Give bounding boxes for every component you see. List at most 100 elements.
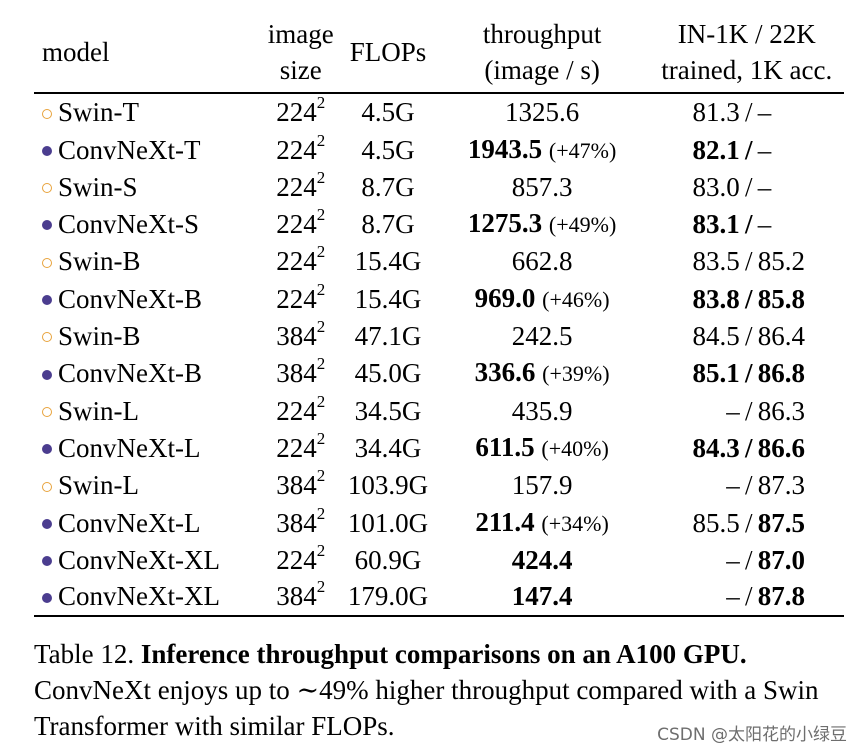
cell-accuracy: –/86.3 (650, 392, 844, 429)
cell-flops: 103.9G (347, 470, 429, 501)
header-flops: FLOPs (349, 37, 427, 67)
table-row: Swin-B 3842 47.1G 242.5 84.5/86.4 (34, 318, 844, 355)
table-row: ConvNeXt-L 2242 34.4G 611.5 (+40%) 84.3/86.6 (34, 429, 844, 467)
table-row: ConvNeXt-XL 2242 60.9G 424.4 –/87.0 (34, 542, 844, 579)
cell-image-size: 2242 (260, 429, 341, 467)
cell-flops: 4.5G (361, 97, 415, 128)
model-name: ConvNeXt-B (58, 283, 202, 314)
open-circle-icon (42, 108, 52, 119)
cell-throughput: 662.8 (435, 243, 650, 280)
image-size-exponent: 2 (316, 466, 326, 486)
image-size-exponent: 2 (316, 242, 326, 262)
image-size-exponent: 2 (316, 167, 326, 187)
acc-1k-value: 81.3 (692, 97, 740, 128)
image-size-value: 224 (276, 395, 317, 426)
header-model: model (42, 37, 110, 67)
cell-model: ConvNeXt-L (34, 504, 260, 542)
cell-accuracy: 83.5/85.2 (650, 243, 844, 280)
table-row: Swin-L 3842 103.9G 157.9–/87.3 (34, 467, 844, 504)
acc-1k-value: 85.5 (692, 507, 740, 538)
acc-1k-value: – (726, 395, 740, 426)
cell-model: Swin-L (34, 392, 260, 429)
acc-separator: / (744, 544, 753, 575)
table-row: Swin-L 2242 34.5G 435.9 –/86.3 (34, 392, 844, 429)
acc-1k-value: – (726, 544, 740, 575)
cell-accuracy: 83.1/– (650, 205, 844, 243)
cell-image-size: 2242 (260, 169, 341, 206)
throughput-value: 147.4 (511, 581, 573, 612)
image-size-exponent: 2 (316, 503, 326, 523)
image-size-exponent: 2 (316, 540, 326, 560)
cell-flops: 34.5G (354, 395, 422, 426)
acc-1k-value: – (726, 581, 740, 612)
image-size-value: 224 (276, 432, 317, 463)
cell-throughput: 211.4 (+34%) (435, 504, 650, 542)
header-throughput-line2: (image / s) (484, 55, 600, 85)
throughput-value: 611.5 (475, 431, 535, 462)
model-name: ConvNeXt-L (58, 507, 201, 538)
throughput-value: 1275.3 (467, 208, 543, 239)
cell-flops: 47.1G (354, 321, 422, 352)
cell-image-size: 3842 (260, 467, 341, 504)
cell-image-size: 2242 (260, 243, 341, 280)
image-size-value: 384 (276, 581, 317, 612)
acc-separator: / (744, 470, 753, 501)
cell-throughput: 435.9 (435, 392, 650, 429)
image-size-exponent: 2 (316, 577, 326, 597)
acc-1k-value: – (726, 470, 740, 501)
cell-model: ConvNeXt-S (34, 205, 260, 243)
image-size-value: 384 (276, 321, 317, 352)
cell-accuracy: –/87.0 (650, 542, 844, 579)
image-size-value: 224 (276, 97, 317, 128)
cell-image-size: 3842 (260, 578, 341, 616)
open-circle-icon (42, 257, 52, 268)
image-size-exponent: 2 (316, 130, 326, 150)
table-row: ConvNeXt-B 2242 15.4G 969.0 (+46%) 83.8/85.8 (34, 280, 844, 318)
acc-separator: / (744, 97, 753, 128)
cell-flops: 34.4G (354, 432, 422, 463)
throughput-value: 1325.6 (504, 97, 580, 128)
cell-accuracy: 83.8/85.8 (650, 280, 844, 318)
throughput-gain: (+46%) (542, 286, 610, 312)
model-name: ConvNeXt-XL (58, 581, 220, 612)
throughput-value: 336.6 (474, 357, 536, 388)
filled-circle-icon (42, 220, 52, 231)
throughput-value: 435.9 (511, 395, 573, 426)
acc-1k-value: 83.0 (692, 171, 740, 202)
cell-model: Swin-S (34, 169, 260, 206)
table-row: ConvNeXt-S 2242 8.7G 1275.3 (+49%) 83.1/– (34, 205, 844, 243)
acc-separator: / (744, 507, 753, 538)
cell-throughput: 1275.3 (+49%) (435, 205, 650, 243)
image-size-value: 224 (276, 209, 317, 240)
cell-accuracy: 83.0/– (650, 169, 844, 206)
acc-22k-value: 85.8 (757, 283, 805, 314)
throughput-value: 1943.5 (467, 133, 543, 164)
model-name: Swin-B (58, 321, 141, 352)
acc-separator: / (744, 432, 753, 463)
table-body: Swin-T 2242 4.5G 1325.6 81.3/– ConvNeXt-T 2242… (34, 93, 844, 616)
throughput-gain: (+40%) (541, 435, 609, 461)
cell-throughput: 424.4 (435, 542, 650, 579)
header-accuracy-line1: IN-1K / 22K (677, 19, 816, 49)
cell-throughput: 147.4 (435, 578, 650, 616)
acc-22k-value: 86.4 (757, 321, 805, 352)
throughput-table: model image size FLOPs throughput (image… (34, 12, 844, 617)
acc-1k-value: 84.5 (692, 321, 740, 352)
table-row: ConvNeXt-T 2242 4.5G 1943.5 (+47%) 82.1/– (34, 131, 844, 169)
cell-throughput: 969.0 (+46%) (435, 280, 650, 318)
cell-accuracy: 84.3/86.6 (650, 429, 844, 467)
cell-throughput: 1943.5 (+47%) (435, 131, 650, 169)
header-accuracy-line2: trained, 1K acc. (661, 55, 833, 85)
acc-separator: / (744, 283, 753, 314)
header-image-size-line2: size (279, 55, 322, 85)
image-size-exponent: 2 (316, 354, 326, 374)
cell-image-size: 2242 (260, 392, 341, 429)
acc-1k-value: 82.1 (692, 134, 740, 165)
throughput-value: 242.5 (511, 321, 573, 352)
cell-accuracy: 84.5/86.4 (650, 318, 844, 355)
cell-image-size: 2242 (260, 93, 341, 131)
throughput-value: 857.3 (511, 171, 573, 202)
acc-1k-value: 85.1 (692, 358, 740, 389)
table-row: Swin-B 2242 15.4G 662.8 83.5/85.2 (34, 243, 844, 280)
filled-circle-icon (42, 145, 52, 156)
